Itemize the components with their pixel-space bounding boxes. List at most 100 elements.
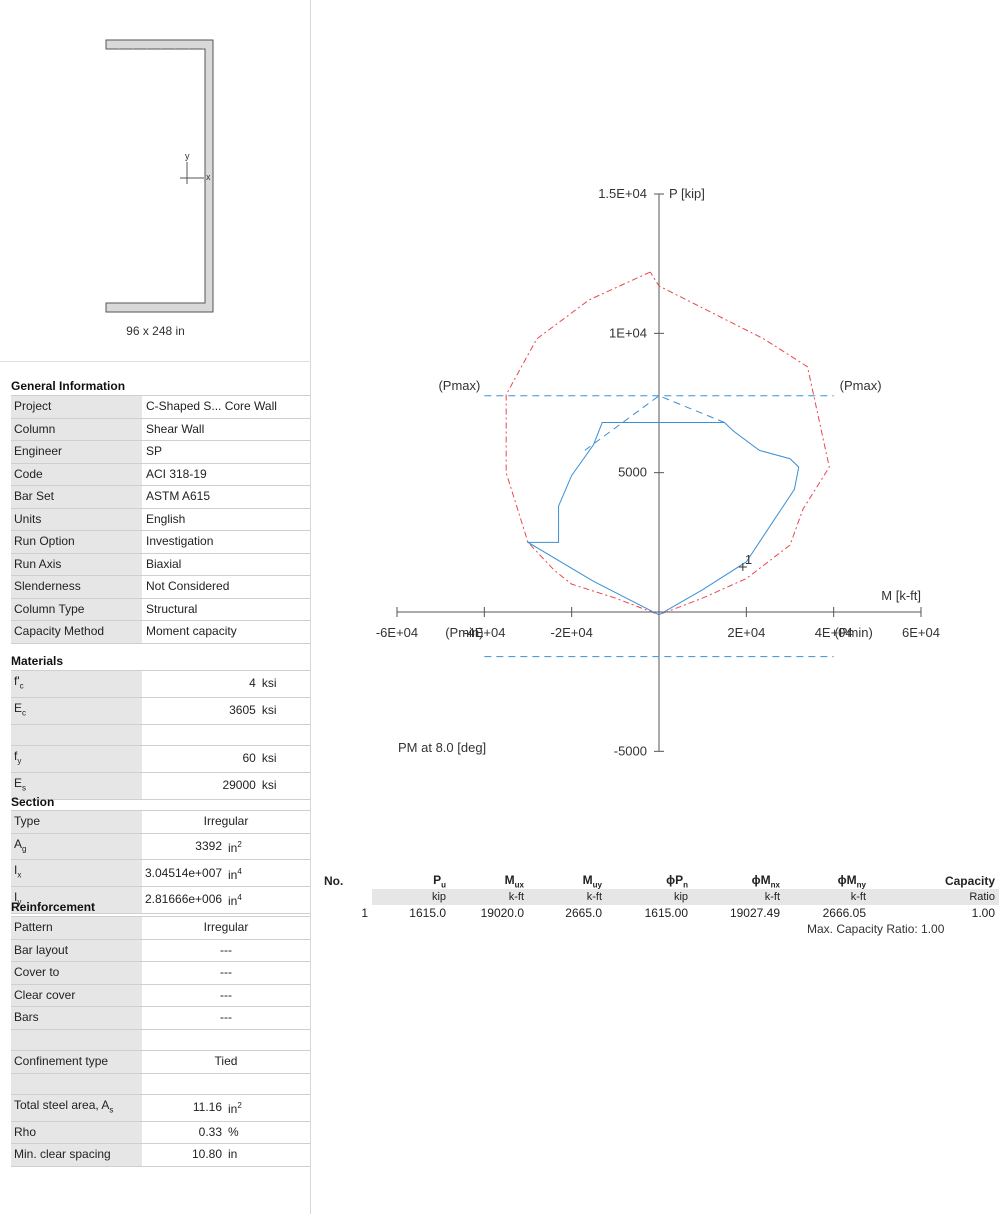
pattern-label: Pattern: [11, 916, 142, 939]
section-table: Type Irregular Ag 3392 in2 Ix 3.04514e+0…: [11, 810, 310, 915]
materials-row-fy: fy 60 ksi: [11, 745, 310, 773]
general-info-label: Units: [11, 507, 142, 531]
general-info-row: Run Axis Biaxial: [11, 552, 310, 576]
reinf-row-clear-cover: Clear cover ---: [11, 983, 310, 1007]
clear-cover-label: Clear cover: [11, 983, 142, 1007]
general-info-row: Capacity Method Moment capacity: [11, 620, 310, 644]
results-cell: 2665.0: [565, 906, 602, 921]
bar-layout-value: ---: [142, 938, 310, 962]
chart-labels: -6E+04 -4E+04 -2E+04 2E+04 4E+04 6E+04 1.5E+04…: [376, 186, 940, 758]
materials-row-blank: [11, 723, 310, 746]
min-spacing-label: Min. clear spacing: [11, 1143, 142, 1167]
general-info-value: Not Considered: [142, 575, 310, 598]
ag-unit: in: [228, 840, 238, 855]
axis-y-label: y: [185, 151, 190, 161]
x-tick-label: -4E+04: [463, 625, 505, 640]
ix-value: 3.04514e+007: [142, 859, 226, 887]
fc-value: 4: [142, 670, 260, 698]
bars-value: ---: [142, 1006, 310, 1029]
y-tick-label: 1E+04: [609, 325, 647, 340]
reinf-row-min-spacing: Min. clear spacing 10.80 in: [11, 1143, 310, 1167]
results-cell: 1: [361, 906, 368, 921]
pmin-label-right: (Pmin): [835, 625, 873, 640]
iy-label: I: [14, 890, 18, 905]
materials-table: f'c 4 ksi Ec 3605 ksi fy 60 ksi Es 29000…: [11, 670, 310, 801]
c-shaped-wall-outline: [105, 39, 214, 313]
ix-label: I: [14, 863, 18, 878]
section-row-ix: Ix 3.04514e+007 in4: [11, 859, 310, 887]
results-unit-cell: k-ft: [784, 889, 870, 906]
results-row: 1 1615.0 19020.0 2665.0 1615.00 19027.49 2666.…: [320, 905, 999, 921]
general-info-value: Shear Wall: [142, 417, 310, 441]
section-drawing: y x: [105, 39, 214, 313]
results-unit-cell: k-ft: [450, 889, 528, 906]
results-header-cell: ϕPn: [666, 873, 688, 890]
reinf-row-pattern: Pattern Irregular: [11, 916, 310, 939]
general-info-value: Moment capacity: [142, 620, 310, 644]
steel-area-unit: in: [228, 1102, 238, 1117]
results-unit-cell: k-ft: [528, 889, 606, 906]
general-info-label: Run Axis: [11, 552, 142, 576]
general-info-row: Project C-Shaped S... Core Wall: [11, 395, 310, 418]
bars-label: Bars: [11, 1006, 142, 1029]
results-header-cell: ϕMnx: [751, 873, 780, 890]
ag-label: A: [14, 836, 23, 851]
results-table: No. Pu Mux Muy ϕPn ϕMnx ϕMny Capacity kip k-ft k-…: [320, 873, 999, 921]
steel-area-label: Total steel area, A: [14, 1098, 110, 1112]
results-unit-cell: kip: [372, 889, 450, 906]
results-unit-cell: Ratio: [870, 889, 999, 906]
type-label: Type: [11, 810, 142, 833]
general-info-label: Column Type: [11, 597, 142, 621]
es-unit: ksi: [259, 772, 310, 801]
report-left-panel: y x 96 x 248 in General Information Proj…: [0, 0, 311, 1214]
iy-value: 2.81666e+006: [142, 886, 226, 915]
x-tick-label: 2E+04: [727, 625, 765, 640]
load-point-label: 1: [745, 552, 752, 567]
ag-value: 3392: [142, 832, 226, 860]
x-tick-label: -2E+04: [551, 625, 593, 640]
chart-curves: [484, 271, 834, 658]
x-tick-label: -6E+04: [376, 625, 418, 640]
cover-to-label: Cover to: [11, 961, 142, 984]
general-info-value: SP: [142, 440, 310, 463]
results-cell: 2666.05: [822, 906, 866, 921]
ec-value: 3605: [142, 696, 260, 725]
es-label: E: [14, 776, 23, 791]
x-tick-label: 4E+04: [815, 625, 853, 640]
general-info-value: Structural: [142, 597, 310, 621]
ec-label: E: [14, 700, 23, 715]
results-units-row: kip k-ft k-ft kip k-ft k-ft Ratio: [320, 889, 999, 906]
general-info-row: Code ACI 318-19: [11, 462, 310, 486]
general-info-row: Engineer SP: [11, 440, 310, 463]
results-cell: 19027.49: [729, 906, 780, 921]
general-info-row: Column Shear Wall: [11, 417, 310, 441]
general-info-table: Project C-Shaped S... Core Wall Column Shea…: [11, 395, 310, 644]
section-row-type: Type Irregular: [11, 810, 310, 833]
y-tick-label: 5000: [618, 465, 647, 480]
general-info-value: Investigation: [142, 530, 310, 553]
min-spacing-value: 10.80: [142, 1143, 226, 1167]
cover-to-value: ---: [142, 961, 310, 984]
results-cell: 1.00: [971, 906, 995, 921]
section-row-ag: Ag 3392 in2: [11, 832, 310, 860]
reinf-row-blank-1: [11, 1028, 310, 1051]
confinement-value: Tied: [142, 1050, 310, 1073]
design-capacity-curve: [526, 422, 800, 616]
general-info-label: Slenderness: [11, 575, 142, 598]
results-cell: 1615.0: [409, 906, 446, 921]
reinf-row-bar-layout: Bar layout ---: [11, 938, 310, 962]
es-value: 29000: [142, 772, 260, 801]
general-info-label: Project: [11, 395, 142, 418]
general-info-value: C-Shaped S... Core Wall: [142, 395, 310, 418]
section-row-iy: Iy 2.81666e+006 in4: [11, 886, 310, 915]
general-info-label: Bar Set: [11, 485, 142, 508]
x-tick-label: 6E+04: [902, 625, 940, 640]
general-info-row: Run Option Investigation: [11, 530, 310, 553]
materials-title: Materials: [11, 654, 64, 668]
general-info-label: Engineer: [11, 440, 142, 463]
results-header-cell: ϕMny: [837, 873, 866, 890]
general-info-label: Run Option: [11, 530, 142, 553]
general-info-label: Code: [11, 462, 142, 486]
clear-cover-value: ---: [142, 983, 310, 1007]
rho-value: 0.33: [142, 1120, 226, 1144]
